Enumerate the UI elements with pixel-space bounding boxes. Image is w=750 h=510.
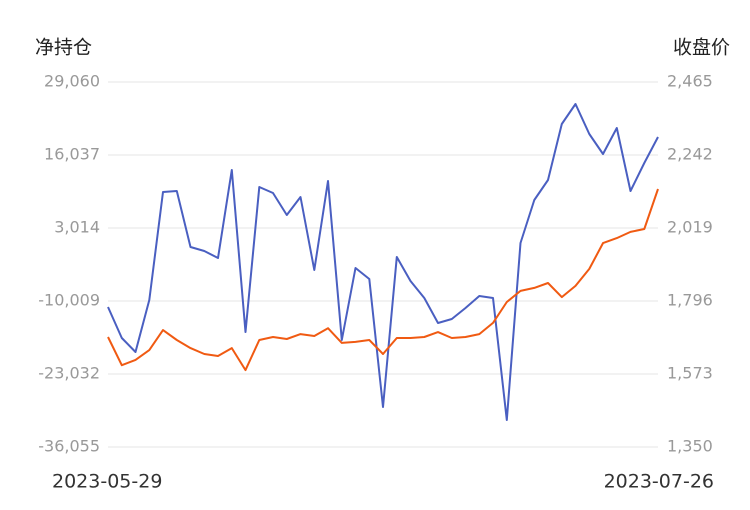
y2-axis-title: 收盘价 xyxy=(673,37,730,59)
x-tick-label: 2023-05-29 xyxy=(52,471,162,493)
y2-tick-label: 2,019 xyxy=(667,218,713,237)
x-tick-label: 2023-07-26 xyxy=(604,471,714,493)
y2-tick-label: 1,573 xyxy=(667,364,713,383)
y2-tick-label: 2,465 xyxy=(667,72,713,91)
y-tick-label: -23,032 xyxy=(38,364,100,383)
y2-tick-label: 2,242 xyxy=(667,145,713,164)
y2-tick-label: 1,350 xyxy=(667,437,713,456)
y-tick-label: -10,009 xyxy=(38,291,100,310)
series-line xyxy=(107,188,659,372)
y-tick-label: -36,055 xyxy=(38,437,100,456)
y-tick-label: 29,060 xyxy=(44,72,100,91)
y-tick-label: 16,037 xyxy=(44,145,100,164)
y-tick-label: 3,014 xyxy=(54,218,100,237)
y2-tick-label: 1,796 xyxy=(667,291,713,310)
series-line xyxy=(107,103,659,421)
y-axis-title: 净持仓 xyxy=(35,37,92,59)
